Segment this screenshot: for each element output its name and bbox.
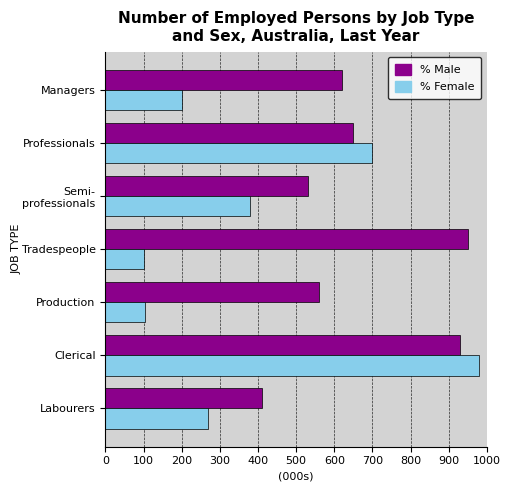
Bar xyxy=(105,90,182,110)
Bar xyxy=(105,143,372,163)
Bar xyxy=(105,355,479,376)
Legend: % Male, % Female: % Male, % Female xyxy=(388,57,481,99)
X-axis label: (000s): (000s) xyxy=(279,472,314,482)
Title: Number of Employed Persons by Job Type
and Sex, Australia, Last Year: Number of Employed Persons by Job Type a… xyxy=(118,11,475,43)
Bar xyxy=(105,196,250,216)
Bar xyxy=(105,229,468,249)
Bar xyxy=(105,409,208,428)
Bar xyxy=(105,176,308,196)
Bar xyxy=(105,123,353,143)
Bar xyxy=(105,249,143,269)
Bar xyxy=(105,302,145,322)
Y-axis label: JOB TYPE: JOB TYPE xyxy=(11,224,21,274)
Bar xyxy=(105,388,262,409)
Bar xyxy=(105,70,342,90)
Bar xyxy=(105,282,319,302)
Bar xyxy=(105,335,460,355)
